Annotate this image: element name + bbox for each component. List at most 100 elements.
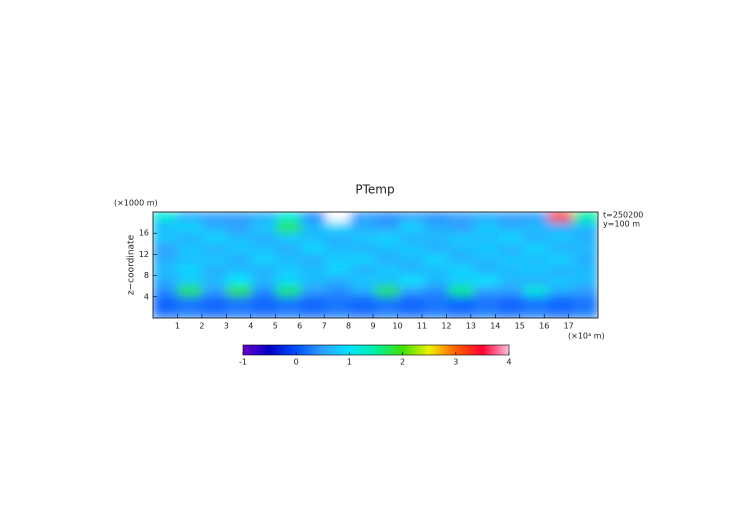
- x-tick-label: 9: [371, 322, 376, 331]
- heat-cell: [449, 306, 475, 318]
- x-tick-label: 8: [346, 322, 351, 331]
- heat-cell: [548, 222, 574, 234]
- heat-cell: [548, 212, 574, 224]
- heat-cell: [399, 264, 426, 277]
- heat-cell: [572, 306, 598, 318]
- heat-cell: [153, 296, 179, 308]
- heat-cell: [300, 296, 327, 308]
- heat-cell: [251, 212, 278, 224]
- heat-cell: [251, 264, 278, 277]
- x-tick-label: 2: [199, 322, 204, 331]
- heat-cell: [399, 253, 426, 266]
- heat-cell: [375, 243, 401, 255]
- heat-cell: [325, 296, 352, 308]
- y-tick-label: 4: [144, 292, 149, 301]
- heat-cell: [300, 306, 327, 318]
- heat-cell: [251, 222, 278, 234]
- heat-cell: [523, 243, 550, 255]
- heat-cell: [399, 243, 426, 255]
- heat-cell: [300, 222, 327, 234]
- x-tick-label: 3: [224, 322, 229, 331]
- heat-cell: [153, 222, 179, 234]
- heat-cell: [399, 296, 426, 308]
- heat-cell: [226, 232, 253, 245]
- heat-cell: [350, 296, 376, 308]
- heat-cell: [201, 275, 228, 287]
- heat-cell: [375, 253, 401, 266]
- heat-cell: [226, 253, 253, 266]
- heat-cell: [325, 285, 352, 298]
- heat-cell: [424, 212, 451, 224]
- heat-cell: [473, 275, 500, 287]
- heat-cell: [325, 222, 352, 234]
- heat-cell: [153, 275, 179, 287]
- heat-cell: [548, 243, 574, 255]
- y-unit-label: (×1000 m): [114, 199, 158, 208]
- heatmap-field: [153, 212, 598, 318]
- x-tick-label: 16: [539, 322, 549, 331]
- annotation: y=100 m: [603, 220, 640, 229]
- heat-cell: [201, 243, 228, 255]
- heat-cell: [572, 253, 598, 266]
- heat-cell: [424, 264, 451, 277]
- heat-cell: [375, 296, 401, 308]
- heat-cell: [276, 232, 302, 245]
- heat-cell: [276, 222, 302, 234]
- heat-cell: [201, 212, 228, 224]
- x-tick-label: 5: [273, 322, 278, 331]
- heat-cell: [350, 222, 376, 234]
- heat-cell: [251, 296, 278, 308]
- heat-cell: [251, 243, 278, 255]
- heat-cell: [548, 306, 574, 318]
- heat-cell: [350, 212, 376, 224]
- heat-cell: [251, 285, 278, 298]
- heat-cell: [325, 253, 352, 266]
- heat-cell: [473, 306, 500, 318]
- colorbar-tick-label: 3: [453, 358, 458, 367]
- heat-cell: [523, 212, 550, 224]
- colorbar-tick-label: 4: [506, 358, 511, 367]
- heat-cell: [177, 232, 203, 245]
- heat-cell: [473, 296, 500, 308]
- heat-cell: [424, 275, 451, 287]
- heat-cell: [153, 306, 179, 318]
- heat-cell: [473, 222, 500, 234]
- heat-cell: [153, 232, 179, 245]
- heat-cell: [399, 222, 426, 234]
- heat-cell: [498, 264, 525, 277]
- heat-cell: [201, 306, 228, 318]
- heat-cell: [276, 306, 302, 318]
- x-tick-label: 6: [297, 322, 302, 331]
- heat-cell: [424, 306, 451, 318]
- heat-cell: [523, 285, 550, 298]
- heat-cell: [251, 232, 278, 245]
- heat-cell: [300, 243, 327, 255]
- heat-cell: [201, 222, 228, 234]
- x-tick-label: 11: [417, 322, 427, 331]
- heat-cell: [473, 285, 500, 298]
- heat-cell: [300, 232, 327, 245]
- heat-cell: [350, 306, 376, 318]
- heat-cell: [350, 243, 376, 255]
- heat-cell: [201, 232, 228, 245]
- heat-cell: [325, 275, 352, 287]
- heat-cell: [473, 264, 500, 277]
- heat-cell: [300, 253, 327, 266]
- heat-cell: [226, 285, 253, 298]
- heat-cell: [523, 296, 550, 308]
- heat-cell: [548, 275, 574, 287]
- heat-cell: [153, 264, 179, 277]
- heat-cell: [201, 285, 228, 298]
- heat-cell: [325, 306, 352, 318]
- heat-cell: [153, 285, 179, 298]
- heat-cell: [251, 253, 278, 266]
- heat-cell: [548, 232, 574, 245]
- heat-cell: [523, 264, 550, 277]
- heat-cell: [375, 222, 401, 234]
- heat-cell: [350, 253, 376, 266]
- heat-cell: [424, 243, 451, 255]
- heat-cell: [276, 285, 302, 298]
- heat-cell: [399, 275, 426, 287]
- y-axis-label: z−coordinate: [127, 234, 137, 295]
- heat-cell: [572, 264, 598, 277]
